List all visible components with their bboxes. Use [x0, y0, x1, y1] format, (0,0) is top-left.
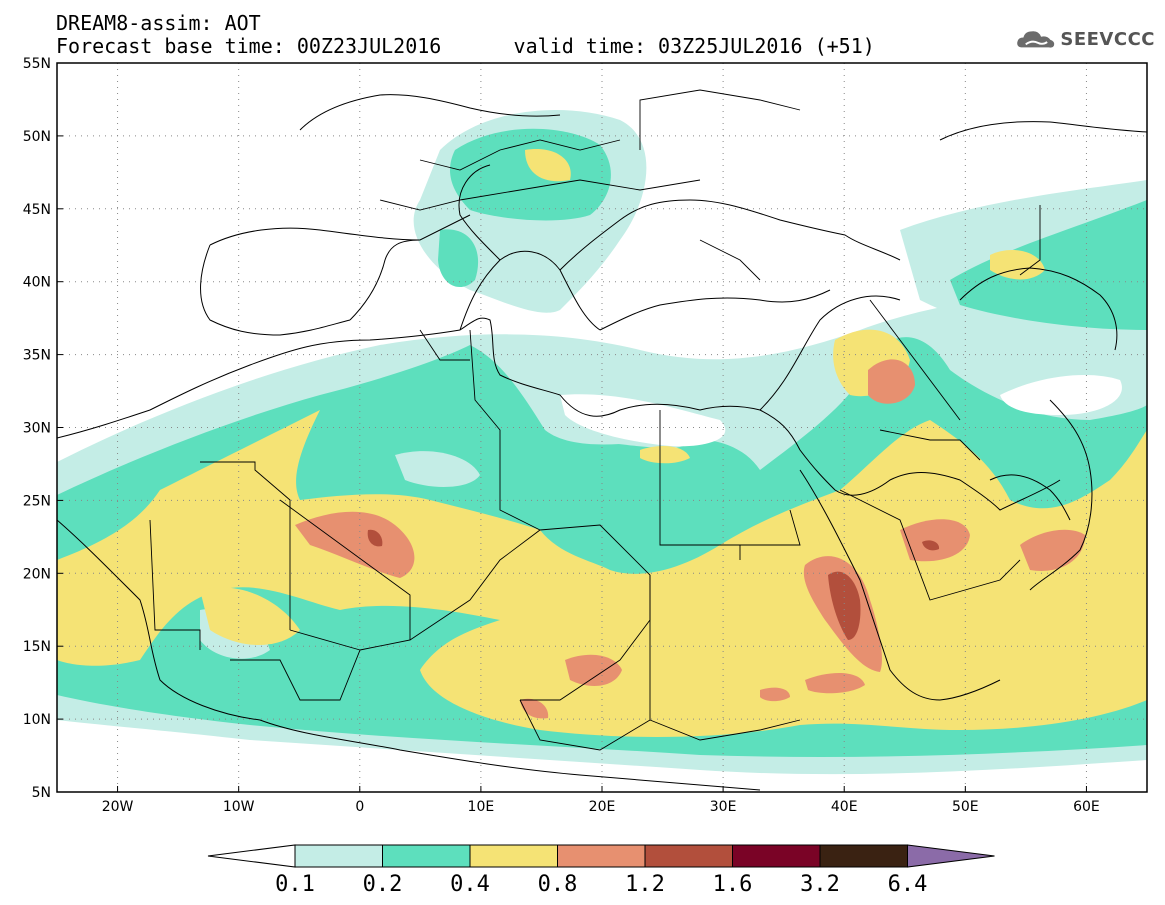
colorbar-segment — [644, 844, 733, 868]
coastlines — [57, 94, 1147, 791]
lat-tick-label: 20N — [23, 566, 51, 582]
lat-tick-label: 5N — [32, 785, 51, 801]
colorbar-segment — [382, 844, 471, 868]
colorbar-high-extension — [907, 844, 995, 868]
lat-tick-label: 15N — [23, 639, 51, 655]
lon-tick-label: 10E — [468, 799, 495, 815]
lat-tick-label: 10N — [23, 712, 51, 728]
map-title: DREAM8-assim: AOT — [56, 11, 261, 35]
aot-level-1-2 — [367, 529, 940, 640]
lon-tick-label: 20E — [589, 799, 616, 815]
lat-tick-label: 55N — [23, 56, 51, 72]
lat-tick-label: 30N — [23, 421, 51, 437]
lon-tick-label: 40E — [831, 799, 858, 815]
colorbar-level-label: 0.1 — [275, 872, 315, 897]
seevccc-logo: SEEVCCC — [1015, 22, 1155, 56]
lat-tick-label: 40N — [23, 275, 51, 291]
lon-tick-label: 10W — [223, 799, 255, 815]
colorbar-segment — [294, 844, 383, 868]
cloud-icon — [1017, 31, 1055, 48]
colorbar-level-label: 6.4 — [888, 872, 928, 897]
lat-tick-label: 35N — [23, 348, 51, 364]
colorbar-segment — [732, 844, 821, 868]
lon-tick-label: 20W — [102, 799, 134, 815]
lon-tick-label: 60E — [1073, 799, 1100, 815]
lat-tick-label: 25N — [23, 493, 51, 509]
lat-tick-label: 50N — [23, 129, 51, 145]
colorbar-segment — [469, 844, 558, 868]
lon-tick-label: 50E — [952, 799, 979, 815]
colorbar-segment — [819, 844, 908, 868]
colorbar-level-label: 3.2 — [800, 872, 840, 897]
colorbar-level-label: 1.2 — [625, 872, 665, 897]
colorbar: 0.1 0.2 0.4 0.8 1.2 1.6 3.2 6.4 — [207, 844, 995, 897]
colorbar-low-extension — [207, 844, 296, 868]
aot-field — [57, 63, 1147, 792]
lon-tick-label: 0 — [355, 799, 364, 815]
map-subtitle: Forecast base time: 00Z23JUL2016 valid t… — [56, 34, 875, 58]
lat-tick-label: 45N — [23, 202, 51, 218]
latitude-axis: 5N 10N 15N 20N 25N 30N 35N 40N 45N 50N 55N — [23, 56, 63, 801]
colorbar-level-label: 0.8 — [538, 872, 578, 897]
logo-text: SEEVCCC — [1060, 28, 1155, 50]
colorbar-segment — [557, 844, 646, 868]
country-borders — [149, 89, 1041, 751]
colorbar-level-label: 0.2 — [363, 872, 403, 897]
longitude-axis: 20W 10W 0 10E 20E 30E 40E 50E 60E — [102, 786, 1100, 815]
lon-tick-label: 30E — [710, 799, 737, 815]
colorbar-level-label: 1.6 — [713, 872, 753, 897]
colorbar-level-label: 0.4 — [450, 872, 490, 897]
aot-hole-clean — [560, 375, 1122, 447]
